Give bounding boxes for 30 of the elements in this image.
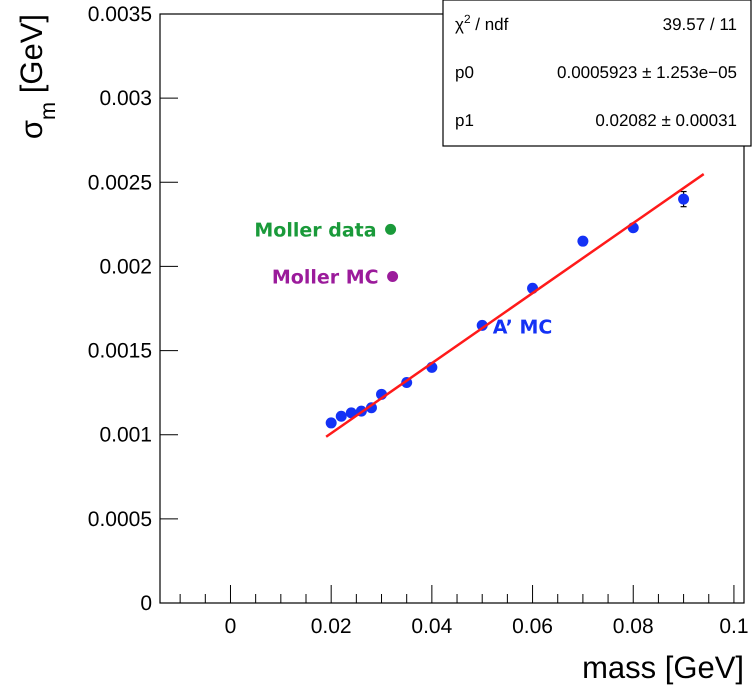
x-tick-label: 0.04 bbox=[411, 615, 453, 638]
x-tick-label: 0.06 bbox=[512, 615, 553, 638]
point bbox=[577, 236, 588, 247]
point bbox=[387, 271, 398, 282]
y-tick-label: 0.001 bbox=[99, 424, 152, 447]
series-label: Moller data bbox=[254, 219, 377, 242]
x-axis-title: mass [GeV] bbox=[582, 650, 744, 685]
annotation: 0.02082 ± 0.00031 bbox=[595, 111, 737, 130]
annotation: χ$^{2}$ / ndf bbox=[455, 12, 509, 34]
point bbox=[678, 194, 690, 205]
y-tick-label: 0.002 bbox=[99, 255, 152, 278]
point bbox=[326, 417, 337, 428]
x-tick-label: 0.1 bbox=[719, 615, 749, 638]
series-label: A’ MC bbox=[492, 316, 552, 338]
x-tick-label: 0.02 bbox=[310, 615, 352, 638]
y-tick-label: 0 bbox=[140, 592, 152, 615]
series-label: Moller MC bbox=[272, 266, 379, 289]
x-tick-label: 0.08 bbox=[612, 615, 654, 638]
point bbox=[385, 224, 396, 235]
annotation: 39.57 / 11 bbox=[662, 15, 737, 34]
annotation: p1 bbox=[455, 111, 474, 130]
annotation: p0 bbox=[455, 63, 474, 82]
y-tick-label: 0.0025 bbox=[88, 171, 152, 194]
annotation: 0.0005923 ± 1.253e−05 bbox=[557, 63, 737, 82]
x-tick-label: 0 bbox=[224, 615, 236, 638]
y-tick-label: 0.003 bbox=[99, 87, 152, 110]
point bbox=[336, 410, 347, 422]
y-tick-label: 0.0015 bbox=[88, 340, 152, 363]
y-tick-label: 0.0035 bbox=[88, 3, 152, 26]
y-tick-label: 0.0005 bbox=[88, 508, 152, 531]
